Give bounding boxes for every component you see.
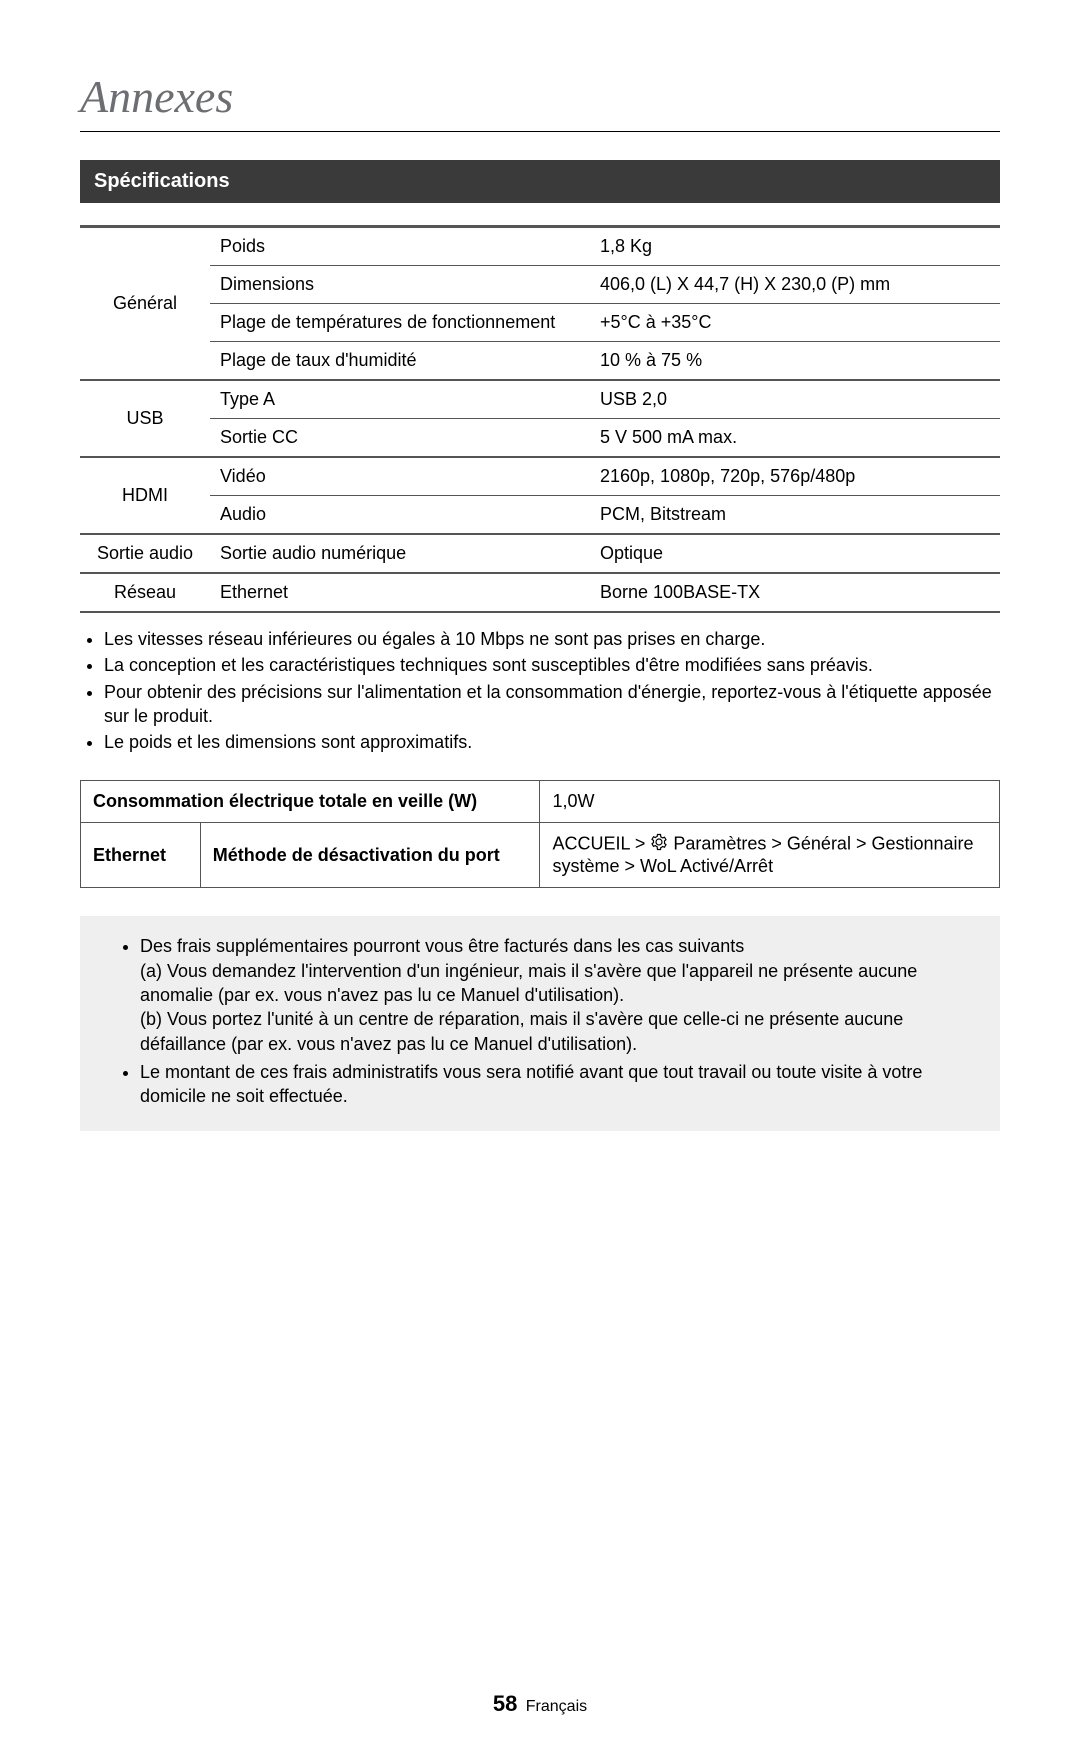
spec-cat-audio: Sortie audio <box>80 534 210 573</box>
spec-cat-usb: USB <box>80 380 210 457</box>
spec-value: PCM, Bitstream <box>590 496 1000 535</box>
spec-table: Général Poids 1,8 Kg Dimensions 406,0 (L… <box>80 225 1000 613</box>
info-text-a: (a) Vous demandez l'intervention d'un in… <box>140 961 917 1005</box>
spec-value: Borne 100BASE-TX <box>590 573 1000 612</box>
spec-label: Vidéo <box>210 457 590 496</box>
page-lang: Français <box>526 1698 587 1715</box>
spec-value: 1,8 Kg <box>590 227 1000 266</box>
spec-value: 2160p, 1080p, 720p, 576p/480p <box>590 457 1000 496</box>
spec-label: Sortie CC <box>210 419 590 458</box>
spec-value: 5 V 500 mA max. <box>590 419 1000 458</box>
power-table: Consommation électrique totale en veille… <box>80 780 1000 888</box>
page-container: Annexes Spécifications Général Poids 1,8… <box>0 0 1080 1757</box>
table-row: Général Poids 1,8 Kg <box>80 227 1000 266</box>
spec-value: 10 % à 75 % <box>590 342 1000 381</box>
table-row: USB Type A USB 2,0 <box>80 380 1000 419</box>
spec-label: Audio <box>210 496 590 535</box>
power-label: Consommation électrique totale en veille… <box>81 781 540 823</box>
table-row: Ethernet Méthode de désactivation du por… <box>81 823 1000 888</box>
spec-value: +5°C à +35°C <box>590 304 1000 342</box>
spec-cat-general: Général <box>80 227 210 381</box>
table-row: Sortie CC 5 V 500 mA max. <box>80 419 1000 458</box>
table-row: Plage de taux d'humidité 10 % à 75 % <box>80 342 1000 381</box>
power-value: 1,0W <box>540 781 1000 823</box>
section-header: Spécifications <box>80 160 1000 203</box>
spec-label: Dimensions <box>210 266 590 304</box>
table-row: Consommation électrique totale en veille… <box>81 781 1000 823</box>
spec-label: Plage de taux d'humidité <box>210 342 590 381</box>
spec-label: Plage de températures de fonctionnement <box>210 304 590 342</box>
table-row: Réseau Ethernet Borne 100BASE-TX <box>80 573 1000 612</box>
spec-label: Ethernet <box>210 573 590 612</box>
spec-cat-hdmi: HDMI <box>80 457 210 534</box>
spec-label: Type A <box>210 380 590 419</box>
power-deact-label: Méthode de désactivation du port <box>200 823 540 888</box>
note-item: Pour obtenir des précisions sur l'alimen… <box>104 680 1000 729</box>
spec-cat-network: Réseau <box>80 573 210 612</box>
spec-label: Sortie audio numérique <box>210 534 590 573</box>
note-item: Les vitesses réseau inférieures ou égale… <box>104 627 1000 651</box>
page-title: Annexes <box>80 70 1000 132</box>
table-row: Sortie audio Sortie audio numérique Opti… <box>80 534 1000 573</box>
note-item: Le poids et les dimensions sont approxim… <box>104 730 1000 754</box>
info-box: Des frais supplémentaires pourront vous … <box>80 916 1000 1130</box>
info-item: Des frais supplémentaires pourront vous … <box>140 934 978 1055</box>
info-text: Des frais supplémentaires pourront vous … <box>140 936 744 956</box>
spec-value: Optique <box>590 534 1000 573</box>
page-number: 58 <box>493 1691 517 1716</box>
note-item: La conception et les caractéristiques te… <box>104 653 1000 677</box>
power-cat: Ethernet <box>81 823 201 888</box>
spec-label: Poids <box>210 227 590 266</box>
info-item: Le montant de ces frais administratifs v… <box>140 1060 978 1109</box>
table-row: Dimensions 406,0 (L) X 44,7 (H) X 230,0 … <box>80 266 1000 304</box>
notes-list: Les vitesses réseau inférieures ou égale… <box>80 627 1000 754</box>
gear-icon <box>650 833 668 856</box>
table-row: HDMI Vidéo 2160p, 1080p, 720p, 576p/480p <box>80 457 1000 496</box>
page-footer: 58 Français <box>80 1691 1000 1717</box>
spec-value: USB 2,0 <box>590 380 1000 419</box>
table-row: Plage de températures de fonctionnement … <box>80 304 1000 342</box>
power-value-pre: ACCUEIL > <box>552 834 650 854</box>
power-deact-value: ACCUEIL > Paramètres > Général > Gestion… <box>540 823 1000 888</box>
table-row: Audio PCM, Bitstream <box>80 496 1000 535</box>
info-text-b: (b) Vous portez l'unité à un centre de r… <box>140 1009 903 1053</box>
spec-value: 406,0 (L) X 44,7 (H) X 230,0 (P) mm <box>590 266 1000 304</box>
